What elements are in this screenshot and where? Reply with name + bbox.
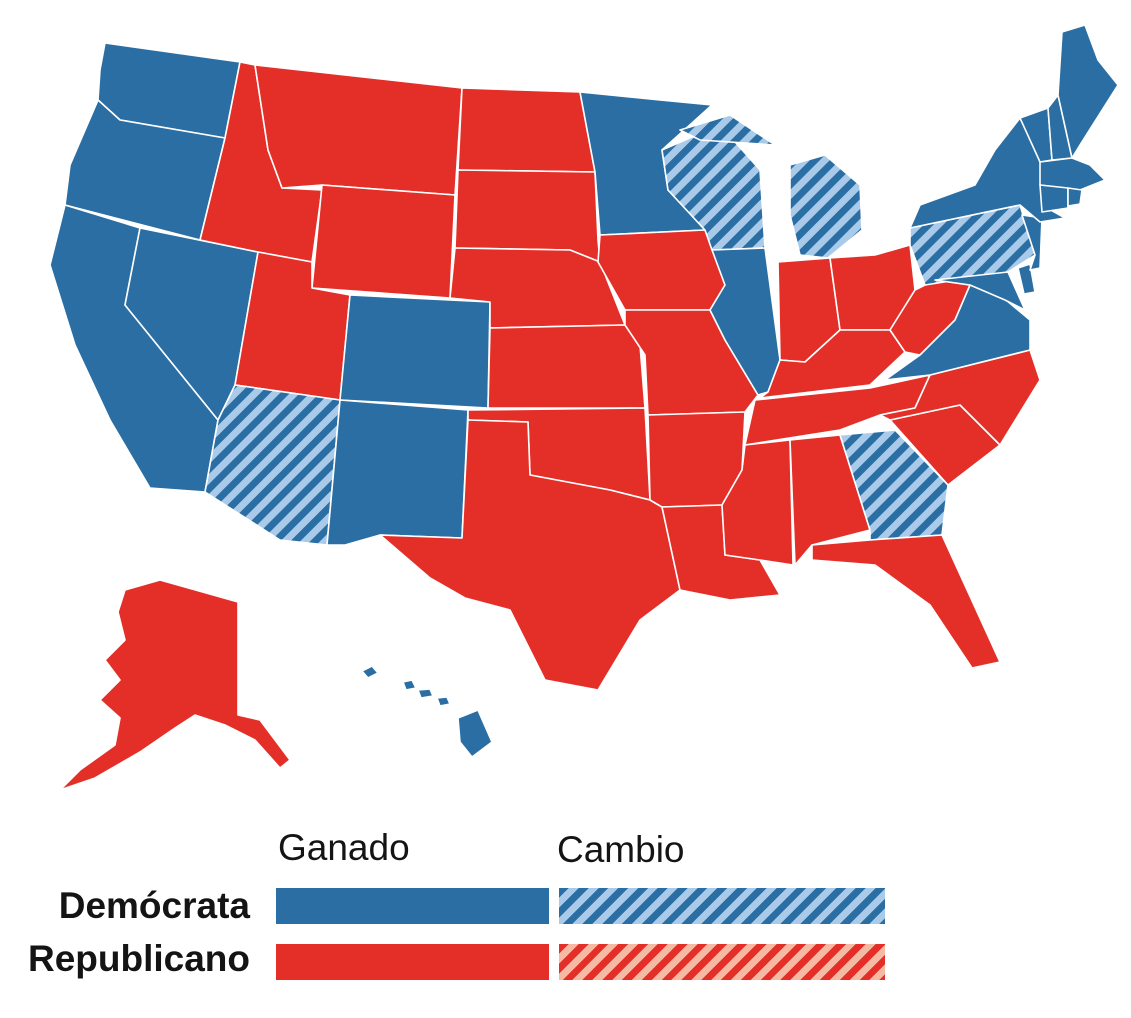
state-ak[interactable] <box>59 579 291 791</box>
state-ri[interactable] <box>1067 187 1083 207</box>
state-fl[interactable] <box>811 534 1001 669</box>
state-il[interactable] <box>709 247 781 396</box>
legend-header-won: Ganado <box>278 827 410 868</box>
state-ma[interactable] <box>1039 157 1106 191</box>
state-me[interactable] <box>1057 24 1119 159</box>
swatch-democrat-won <box>276 888 549 924</box>
state-co[interactable] <box>339 294 491 409</box>
swatch-republican-won <box>276 944 549 980</box>
us-states-map <box>49 24 1119 791</box>
state-mi[interactable] <box>679 114 863 259</box>
state-wy[interactable] <box>311 184 456 299</box>
swatch-republican-flip <box>559 944 885 980</box>
state-md[interactable] <box>934 271 1026 311</box>
legend-label-republican: Republicano <box>27 938 250 979</box>
state-hi[interactable] <box>361 665 493 758</box>
state-ia[interactable] <box>597 229 726 311</box>
state-nm[interactable] <box>326 399 469 546</box>
swatch-democrat-flip <box>559 888 885 924</box>
state-nc[interactable] <box>879 349 1041 446</box>
state-az[interactable] <box>204 384 341 546</box>
state-tx[interactable] <box>379 419 681 691</box>
state-de[interactable] <box>1017 263 1036 295</box>
legend-header-flip: Cambio <box>557 829 685 870</box>
state-mt[interactable] <box>254 64 463 196</box>
state-nd[interactable] <box>457 87 596 173</box>
legend-label-democrat: Demócrata <box>58 885 250 926</box>
state-ks[interactable] <box>487 324 646 409</box>
state-ct[interactable] <box>1039 184 1069 213</box>
